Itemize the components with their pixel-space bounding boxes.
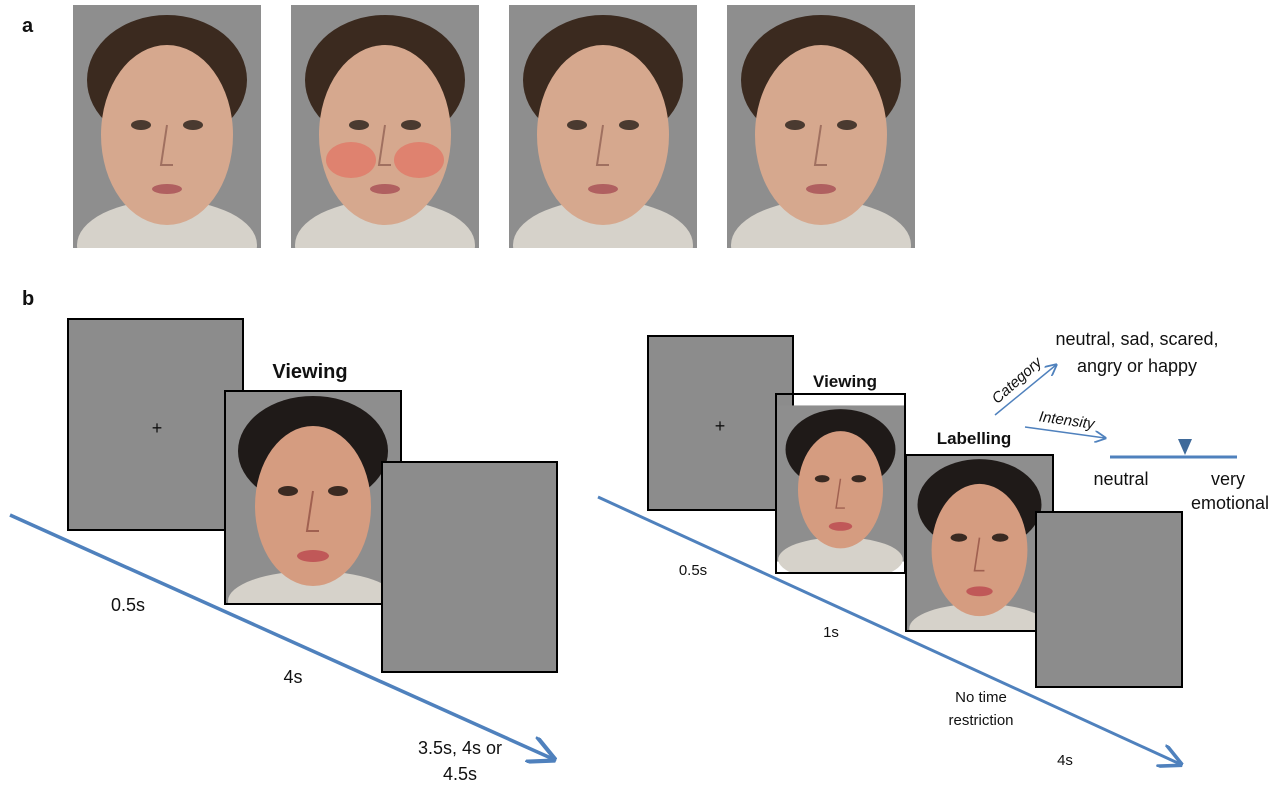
scale-label: emotional <box>1191 493 1269 513</box>
face-image <box>225 391 401 604</box>
duration: 3.5s, 4s or <box>418 738 502 758</box>
panel-label: b <box>22 288 34 310</box>
duration: 0.5s <box>679 562 707 579</box>
scale-label: very <box>1211 469 1245 489</box>
screen-title: Viewing <box>272 361 347 383</box>
face-image <box>73 5 261 248</box>
duration: 1s <box>823 624 839 641</box>
panel-label: a <box>22 15 34 37</box>
scale-marker <box>1178 439 1192 455</box>
fixation-cross: + <box>152 418 163 438</box>
face-image <box>509 5 697 248</box>
duration: 4.5s <box>443 764 477 784</box>
fixation-cross: + <box>715 416 726 436</box>
fixation-screen <box>67 318 244 531</box>
intensity-arrow <box>1024 426 1105 438</box>
face-image <box>906 455 1053 631</box>
face-image <box>776 404 905 573</box>
face-image <box>291 5 479 290</box>
face-image <box>727 5 915 248</box>
duration: restriction <box>948 712 1013 729</box>
category-options: neutral, sad, scared, <box>1055 329 1218 349</box>
screen-title: Viewing <box>813 372 877 391</box>
duration: 4s <box>283 667 302 687</box>
category-options: angry or happy <box>1077 356 1197 376</box>
screen-title: Labelling <box>937 429 1012 448</box>
duration: 0.5s <box>111 595 145 615</box>
blank-screen <box>1035 511 1183 688</box>
time-arrow <box>597 495 1180 764</box>
scale-label: neutral <box>1093 469 1148 489</box>
blank-screen <box>381 461 558 673</box>
category-arrow <box>994 365 1056 416</box>
duration: No time <box>955 689 1007 706</box>
time-arrow <box>9 513 553 759</box>
duration: 4s <box>1057 752 1073 769</box>
